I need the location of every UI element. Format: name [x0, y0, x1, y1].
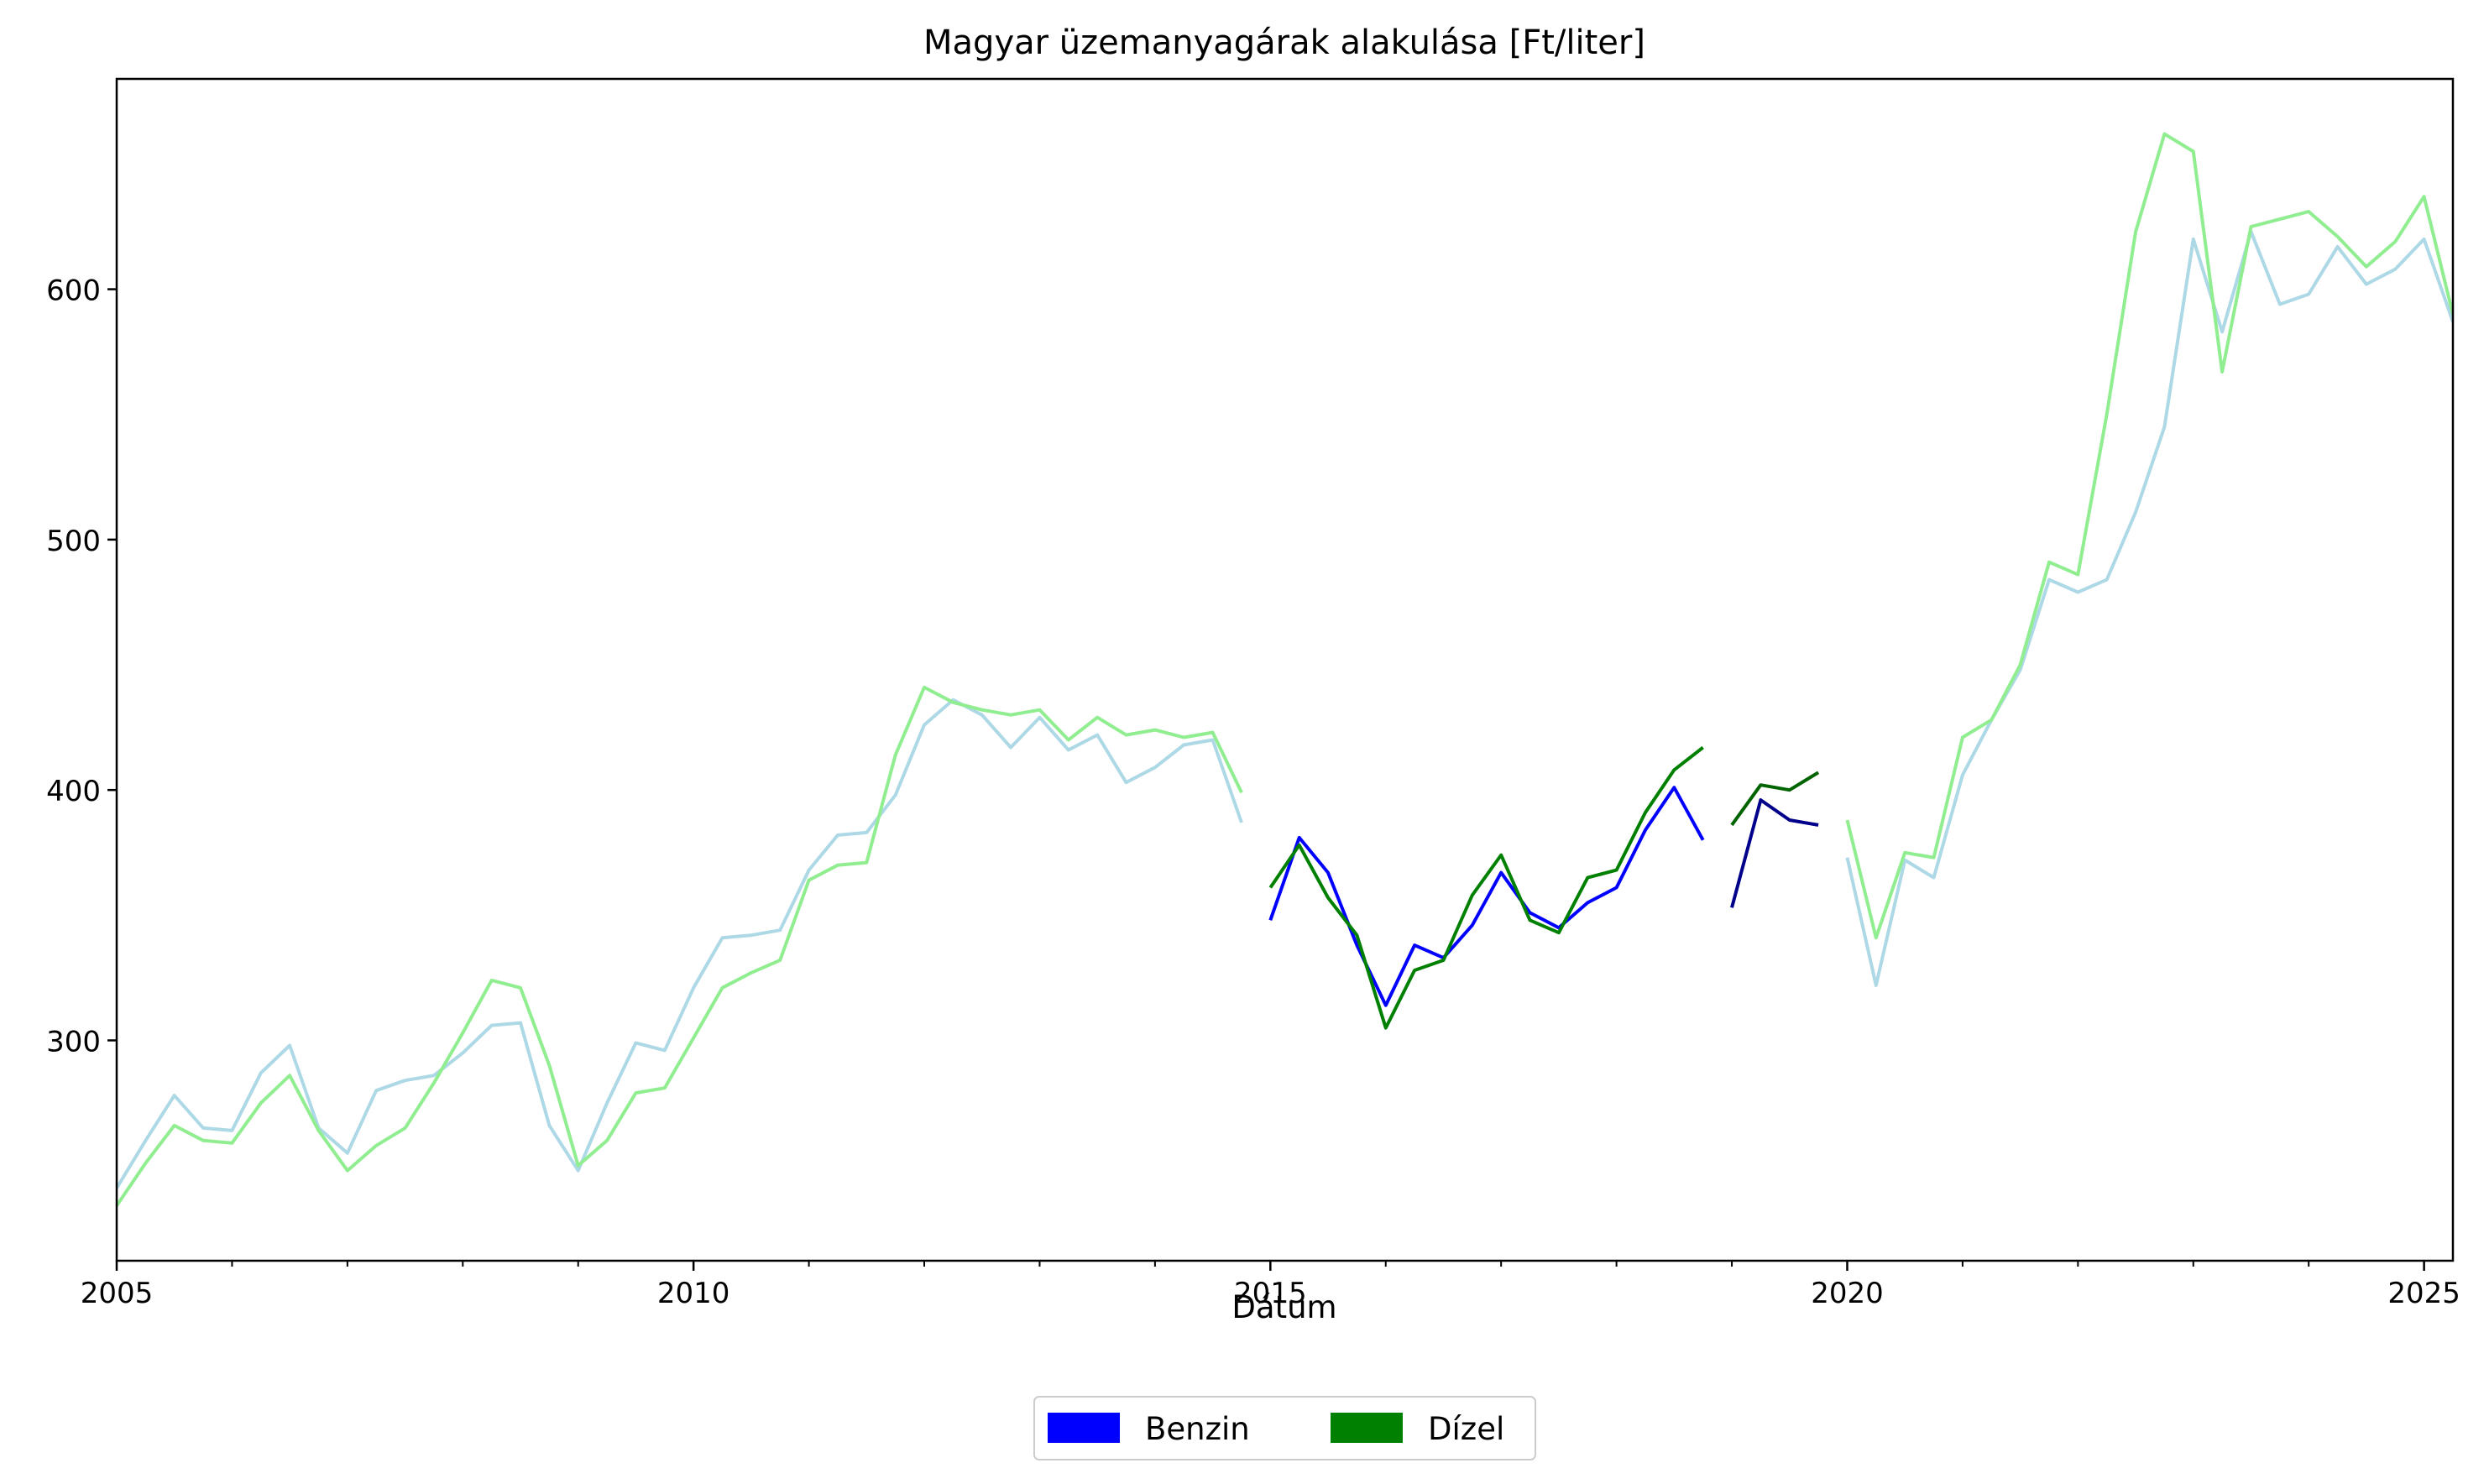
plot-frame [115, 77, 2455, 1262]
series-line-dízel [117, 685, 1243, 1207]
y-tick-label: 400 [46, 775, 101, 808]
legend-swatch-dízel [1331, 1413, 1403, 1443]
series-line-benzin [1730, 798, 1819, 908]
series-line-dízel [1845, 132, 2453, 940]
legend: Benzin Dízel [1033, 1396, 1536, 1460]
x-tick-label: 2010 [657, 1277, 730, 1310]
legend-label: Benzin [1145, 1411, 1250, 1447]
y-tick-label: 500 [46, 525, 101, 558]
series-line-benzin [1845, 230, 2453, 987]
y-axis: 300 400 500 600 [46, 274, 117, 1058]
y-tick-label: 300 [46, 1025, 101, 1058]
x-tick-label: 2020 [1811, 1277, 1884, 1310]
series-layer [117, 132, 2453, 1207]
x-tick-label: 2015 [1234, 1277, 1307, 1310]
legend-swatch-benzin [1048, 1413, 1120, 1443]
series-line-benzin [1268, 786, 1705, 1007]
series-line-dízel [1268, 745, 1704, 1030]
chart-title: Magyar üzemanyagárak alakulása [Ft/liter… [923, 24, 1645, 62]
x-axis-label: Dátum [1231, 1289, 1336, 1325]
legend-label: Dízel [1428, 1411, 1504, 1447]
series-line-dízel [1730, 771, 1820, 827]
y-tick-label: 600 [46, 274, 101, 308]
series-line-benzin [117, 698, 1243, 1189]
legend-frame [1033, 1396, 1536, 1460]
x-tick-label: 2005 [81, 1277, 154, 1310]
x-axis: 2005 2010 2015 2020 2025 [81, 1261, 2460, 1310]
x-tick-label: 2025 [2387, 1277, 2460, 1310]
